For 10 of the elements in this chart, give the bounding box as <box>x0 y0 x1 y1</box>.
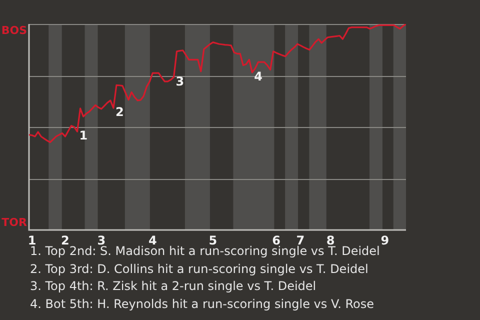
text: 3. Top 4th: R. Zisk hit a 2-run single vs T. Deidel <box>30 278 318 295</box>
text: BOS <box>1 24 28 37</box>
text: 2. Top 3rd: D. Collins hit a run-scoring single vs T. Deidel <box>30 260 370 278</box>
annotation: 2 <box>115 105 124 120</box>
text: TOR <box>2 216 28 229</box>
text: 4. Bot 5th: H. Reynolds hit a run-scoring single vs V. Rose <box>30 296 376 312</box>
annotation: 1 <box>79 128 88 143</box>
annotation: 3 <box>176 74 184 88</box>
x-tick-label: 9 <box>380 233 390 248</box>
annotation: 4 <box>254 70 263 84</box>
